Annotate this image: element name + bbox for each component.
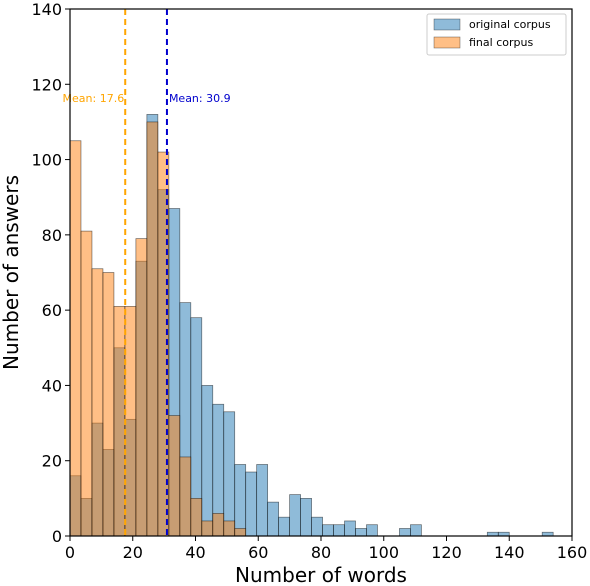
y-tick-label: 40 bbox=[42, 376, 62, 395]
x-tick-label: 80 bbox=[311, 543, 331, 562]
x-tick-label: 40 bbox=[185, 543, 205, 562]
original-corpus-bar bbox=[333, 524, 345, 537]
mean-label: Mean: 17.6 bbox=[63, 92, 125, 105]
original-corpus-bar bbox=[366, 524, 378, 537]
original-corpus-bar bbox=[344, 520, 356, 537]
final-corpus-bar bbox=[135, 238, 148, 537]
original-corpus-bar bbox=[278, 516, 290, 537]
original-corpus-bar bbox=[311, 516, 323, 537]
final-corpus-bar bbox=[212, 513, 225, 537]
legend-box bbox=[426, 13, 567, 56]
x-axis-ticks: 0 20 40 60 80 100 120 140 160 bbox=[65, 536, 587, 562]
original-corpus-bar bbox=[399, 528, 411, 537]
final-corpus-bar bbox=[69, 140, 82, 537]
final-corpus-bar bbox=[91, 268, 104, 537]
legend: original corpus final corpus bbox=[426, 13, 567, 56]
x-tick-label: 140 bbox=[494, 543, 525, 562]
final-corpus-bar bbox=[201, 520, 214, 537]
original-corpus-bar bbox=[410, 524, 422, 537]
x-tick-label: 100 bbox=[368, 543, 399, 562]
final-corpus-bar bbox=[102, 272, 115, 537]
final-corpus-bar bbox=[223, 520, 236, 537]
x-tick-label: 60 bbox=[248, 543, 268, 562]
final-corpus-bar bbox=[80, 230, 93, 537]
legend-label-final-corpus: final corpus bbox=[469, 36, 533, 49]
final-corpus-bar bbox=[146, 121, 159, 537]
final-corpus-bar bbox=[124, 306, 137, 537]
x-axis-title: Number of words bbox=[235, 563, 407, 586]
y-tick-label: 0 bbox=[52, 527, 62, 546]
mean-label: Mean: 30.9 bbox=[169, 92, 231, 105]
final-corpus-bar bbox=[190, 498, 203, 537]
y-tick-label: 140 bbox=[31, 0, 62, 19]
x-tick-label: 160 bbox=[557, 543, 588, 562]
y-axis-title: Number of answers bbox=[0, 175, 23, 370]
y-tick-label: 120 bbox=[31, 75, 62, 94]
original-corpus-bar bbox=[355, 528, 367, 537]
original-corpus-bar bbox=[322, 524, 334, 537]
x-tick-label: 0 bbox=[65, 543, 75, 562]
original-corpus-bar bbox=[300, 498, 312, 537]
x-tick-label: 20 bbox=[123, 543, 143, 562]
mean-lines: Mean: 17.6 Mean: 30.9 bbox=[63, 9, 231, 536]
y-tick-label: 20 bbox=[42, 452, 62, 471]
y-tick-label: 60 bbox=[42, 301, 62, 320]
final-corpus-bar bbox=[234, 528, 247, 537]
final-corpus-bar bbox=[179, 456, 192, 537]
legend-swatch-original-corpus bbox=[433, 18, 461, 31]
original-corpus-bar bbox=[201, 385, 214, 537]
original-corpus-bar bbox=[223, 411, 236, 537]
final-corpus-bars bbox=[69, 121, 247, 537]
y-tick-label: 100 bbox=[31, 151, 62, 170]
y-axis-ticks: 0 20 40 60 80 100 120 140 bbox=[31, 0, 70, 546]
legend-label-original-corpus: original corpus bbox=[469, 18, 551, 31]
y-tick-label: 80 bbox=[42, 226, 62, 245]
original-corpus-bar bbox=[256, 464, 269, 537]
final-corpus-bar bbox=[113, 306, 126, 537]
final-corpus-bar bbox=[168, 415, 181, 537]
legend-swatch-final-corpus bbox=[433, 36, 461, 49]
original-corpus-bar bbox=[289, 494, 301, 537]
original-corpus-bar bbox=[234, 464, 247, 537]
x-tick-label: 120 bbox=[431, 543, 462, 562]
original-corpus-bar bbox=[267, 501, 279, 537]
original-corpus-bar bbox=[245, 471, 258, 537]
